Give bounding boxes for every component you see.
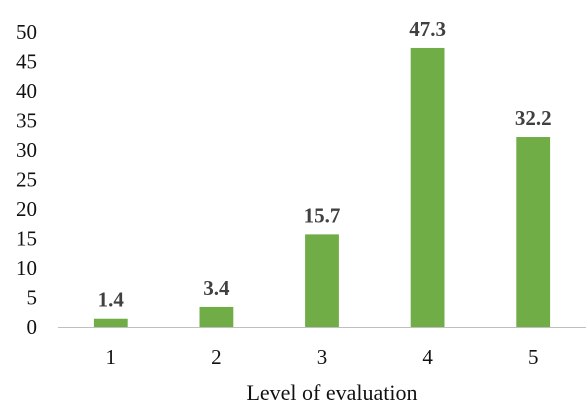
x-tick-label: 1 <box>106 345 117 369</box>
bar <box>93 318 128 327</box>
x-axis-categories: 1 2 3 4 5 <box>106 345 539 369</box>
bar <box>305 234 339 327</box>
y-tick-label: 50 <box>16 20 37 44</box>
x-tick-label: 5 <box>528 345 539 369</box>
y-tick-label: 40 <box>16 79 37 103</box>
data-label: 15.7 <box>304 203 341 227</box>
bar <box>199 306 234 327</box>
x-axis-title: Level of evaluation <box>246 380 417 405</box>
y-tick-label: 35 <box>16 109 37 133</box>
y-tick-label: 45 <box>16 50 37 74</box>
y-tick-label: 10 <box>16 256 37 280</box>
x-tick-label: 4 <box>422 345 433 369</box>
y-tick-label: 5 <box>27 286 38 310</box>
data-label: 1.4 <box>98 288 125 312</box>
y-tick-label: 0 <box>27 315 38 339</box>
bars <box>93 47 551 328</box>
bar <box>516 137 551 327</box>
data-label: 3.4 <box>203 276 230 300</box>
y-tick-label: 25 <box>16 168 37 192</box>
y-axis-ticks: 0 5 10 15 20 25 30 35 40 45 50 <box>16 20 37 339</box>
y-tick-label: 20 <box>16 197 37 221</box>
y-tick-label: 15 <box>16 227 37 251</box>
x-tick-label: 3 <box>317 345 328 369</box>
bar <box>410 47 445 328</box>
x-tick-label: 2 <box>211 345 222 369</box>
data-labels: 1.4 3.4 15.7 47.3 32.2 <box>98 17 552 312</box>
data-label: 47.3 <box>409 17 446 41</box>
y-tick-label: 30 <box>16 138 37 162</box>
data-label: 32.2 <box>515 106 552 130</box>
